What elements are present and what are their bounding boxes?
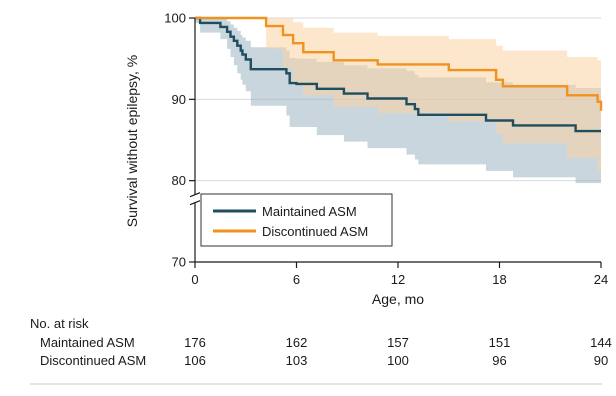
risk-value-maintained-6: 162 bbox=[286, 335, 308, 350]
y-tick-label-80: 80 bbox=[172, 173, 186, 188]
x-tick-label-18: 18 bbox=[492, 272, 506, 287]
x-tick-label-6: 6 bbox=[293, 272, 300, 287]
legend-label-discontinued: Discontinued ASM bbox=[262, 224, 368, 239]
risk-value-discontinued-0: 106 bbox=[184, 353, 206, 368]
y-tick-label-100: 100 bbox=[164, 11, 186, 26]
survival-curves bbox=[195, 16, 603, 133]
risk-value-discontinued-18: 96 bbox=[492, 353, 506, 368]
risk-row-label-maintained: Maintained ASM bbox=[40, 335, 135, 350]
legend-label-maintained: Maintained ASM bbox=[262, 204, 357, 219]
confidence-bands bbox=[195, 18, 601, 184]
y-axis-title: Survival without epilepsy, % bbox=[124, 55, 140, 227]
x-tick-label-12: 12 bbox=[391, 272, 405, 287]
risk-table: No. at risk Maintained ASM Discontinued … bbox=[30, 316, 612, 368]
risk-table-header: No. at risk bbox=[30, 316, 89, 331]
risk-value-discontinued-6: 103 bbox=[286, 353, 308, 368]
legend-box bbox=[200, 193, 393, 247]
survival-curve-discontinued bbox=[195, 16, 603, 111]
risk-value-maintained-0: 176 bbox=[184, 335, 206, 350]
risk-value-maintained-18: 151 bbox=[489, 335, 511, 350]
x-tick-label-0: 0 bbox=[191, 272, 198, 287]
risk-value-maintained-24: 144 bbox=[590, 335, 612, 350]
x-tick-label-24: 24 bbox=[594, 272, 608, 287]
y-tick-label-70: 70 bbox=[172, 255, 186, 270]
y-tick-label-90: 90 bbox=[172, 92, 186, 107]
risk-row-label-discontinued: Discontinued ASM bbox=[40, 353, 146, 368]
y-axis-break-mark-lower bbox=[189, 200, 201, 206]
survival-curve-maintained bbox=[195, 16, 601, 133]
risk-values: 176 162 157 151 144 106 103 100 96 90 bbox=[184, 335, 612, 368]
risk-value-discontinued-24: 90 bbox=[594, 353, 608, 368]
x-axis-title: Age, mo bbox=[372, 291, 424, 307]
axes: 70 80 90 100 0 6 12 18 24 bbox=[164, 11, 608, 288]
risk-value-discontinued-12: 100 bbox=[387, 353, 409, 368]
ci-band-discontinued bbox=[195, 18, 601, 175]
y-axis-break-mark-upper bbox=[189, 192, 201, 198]
risk-value-maintained-12: 157 bbox=[387, 335, 409, 350]
legend: Maintained ASM Discontinued ASM bbox=[200, 193, 393, 247]
